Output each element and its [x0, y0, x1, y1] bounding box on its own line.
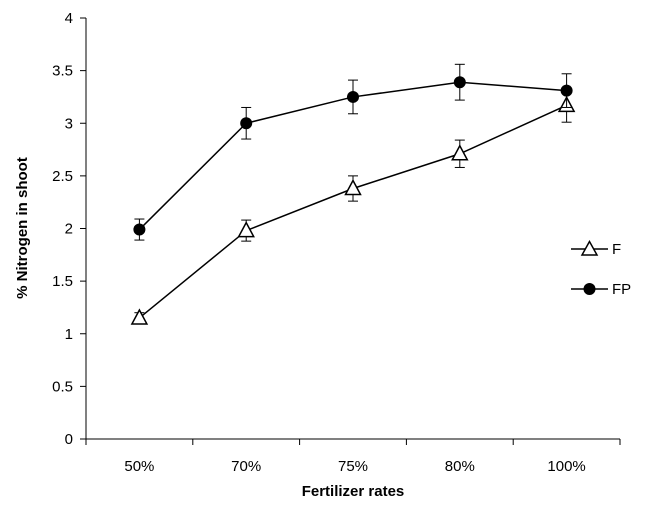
x-ticks: 50% 70% 75% 80% 100%	[85, 439, 621, 475]
data-point-fp	[133, 223, 146, 236]
legend-item-f: F	[571, 239, 621, 258]
data-point-fp	[560, 84, 573, 97]
x-tick-label: 80%	[445, 458, 475, 475]
legend-marker-fp	[583, 283, 596, 295]
data-point-fp	[453, 76, 466, 89]
y-tick-label: 1.5	[52, 273, 73, 290]
legend: F FP	[571, 239, 631, 298]
legend-label-fp: FP	[612, 281, 631, 298]
series-layer	[130, 63, 576, 325]
y-ticks: 0 0.5 1 1.5 2 2.5 3 3.5 4	[52, 10, 86, 448]
y-tick-label: 1	[65, 326, 73, 343]
series-f	[130, 88, 576, 325]
legend-item-fp: FP	[571, 281, 631, 298]
data-point-fp	[240, 117, 253, 130]
y-tick-label: 2	[65, 221, 73, 238]
x-tick-label: 70%	[231, 458, 261, 475]
series-fp	[133, 63, 573, 241]
data-point-f	[237, 221, 255, 238]
y-tick-label: 4	[65, 10, 73, 27]
data-point-f	[344, 178, 362, 196]
data-point-fp	[347, 90, 359, 103]
x-tick-label: 75%	[338, 458, 368, 475]
y-tick-label: 3.5	[52, 63, 73, 80]
x-tick-label: 50%	[124, 458, 154, 475]
x-tick-label: 100%	[547, 458, 585, 475]
legend-marker-f	[580, 239, 599, 256]
series-line-f	[138, 104, 567, 319]
data-point-f	[451, 144, 469, 161]
legend-label-f: F	[612, 241, 621, 258]
y-tick-label: 0.5	[52, 378, 73, 395]
y-axis-title: % Nitrogen in shoot	[14, 157, 31, 299]
x-axis-title: Fertilizer rates	[302, 483, 405, 500]
data-point-f	[130, 308, 149, 325]
y-tick-label: 0	[65, 431, 73, 448]
y-tick-label: 3	[65, 115, 73, 132]
y-tick-label: 2.5	[52, 168, 73, 185]
